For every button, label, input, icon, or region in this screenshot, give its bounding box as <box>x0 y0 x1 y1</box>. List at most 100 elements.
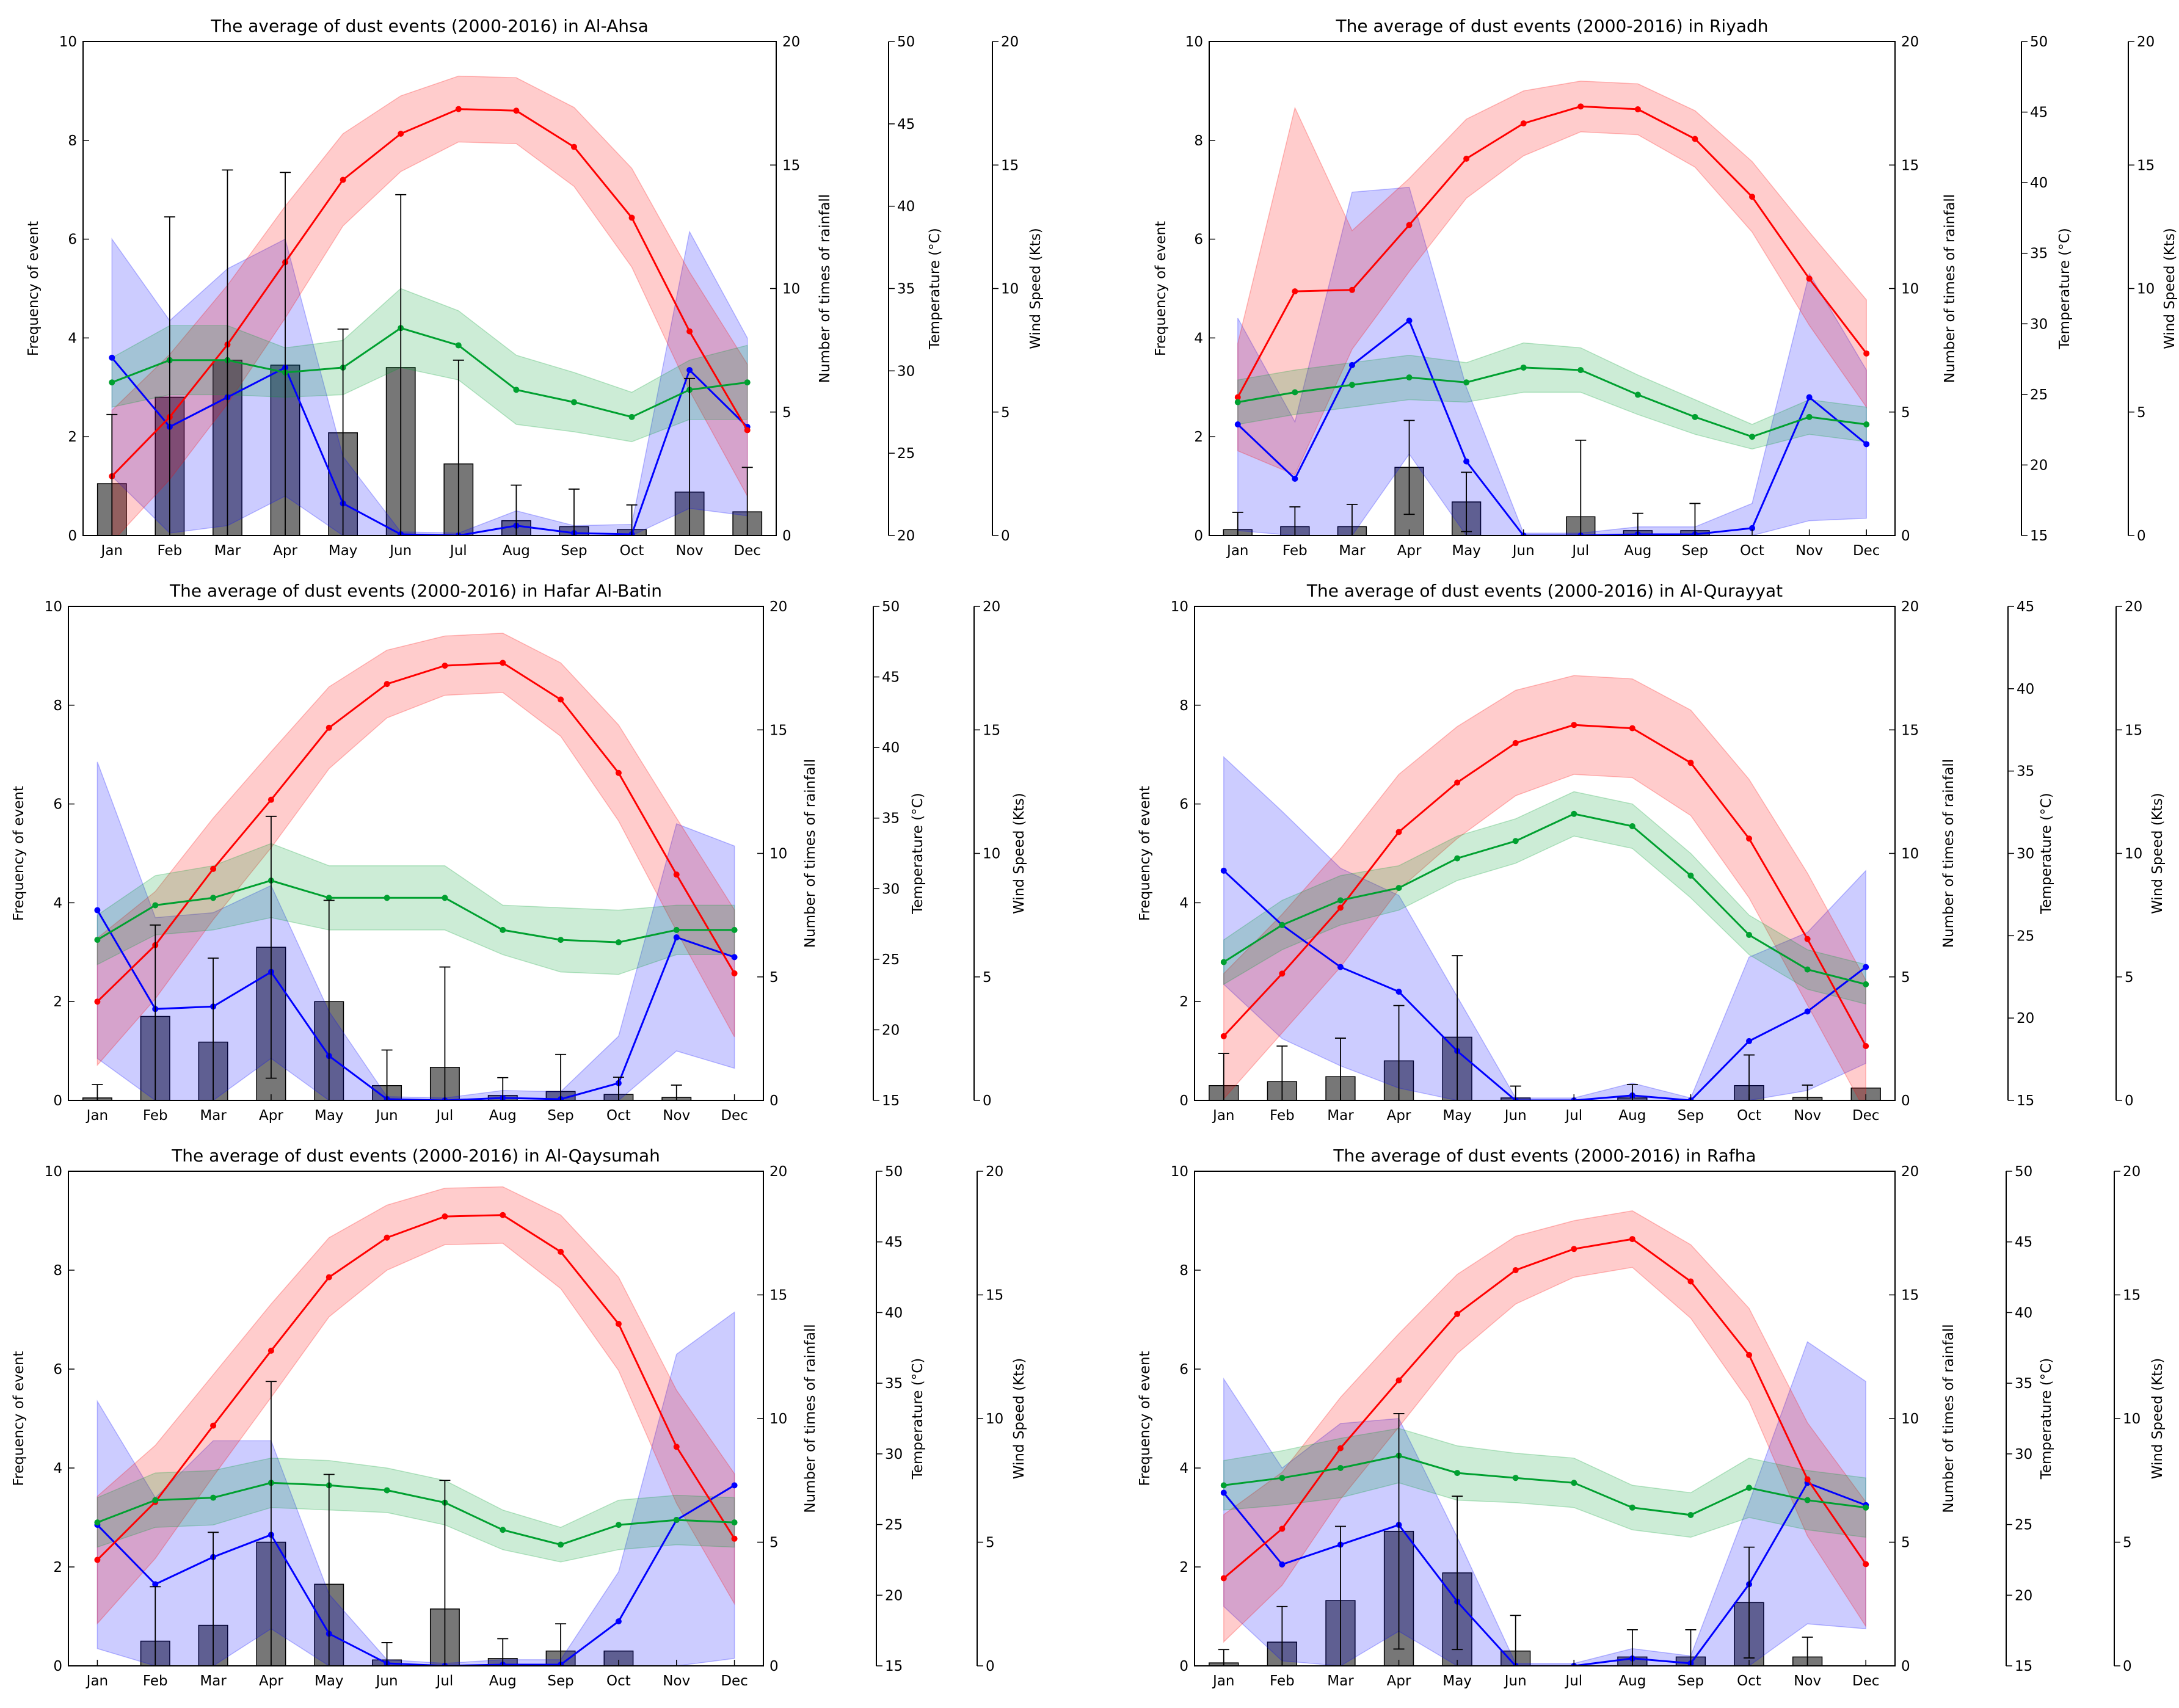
rainfall-point-oct <box>1749 525 1756 531</box>
temperature-point-jan <box>1220 1033 1227 1039</box>
wind-tick-label: 0 <box>1001 528 1010 544</box>
temperature-tick-label: 50 <box>885 1164 903 1180</box>
x-tick-label: Nov <box>663 1108 690 1124</box>
x-tick-label: Sep <box>561 543 587 559</box>
plot-area <box>1209 1210 1869 1666</box>
rainfall-point-feb <box>1292 475 1298 482</box>
wind-speed-point-sep <box>1687 1511 1694 1518</box>
temperature-point-may <box>326 724 332 731</box>
wind-speed-point-oct <box>615 1522 622 1528</box>
temperature-point-feb <box>1292 288 1298 295</box>
error-bar-jan <box>106 413 118 536</box>
rainfall-tick-label: 10 <box>782 282 800 297</box>
temperature-point-apr <box>1395 1377 1402 1384</box>
wind-speed-point-mar <box>1337 897 1344 904</box>
temperature-line <box>96 661 735 1003</box>
x-tick-label: Sep <box>547 1108 573 1124</box>
left-tick-label: 2 <box>53 994 62 1010</box>
temperature-point-aug <box>1634 106 1641 112</box>
wind-tick-label: 10 <box>2123 1411 2141 1427</box>
x-tick-label: Dec <box>721 1673 748 1689</box>
temperature-point-dec <box>744 427 751 434</box>
error-bar-mar <box>222 169 233 536</box>
rainfall-tick-label: 20 <box>1901 1164 1919 1180</box>
temperature-tick-label: 50 <box>2015 1164 2032 1180</box>
rainfall-tick-label: 15 <box>1901 158 1919 173</box>
temperature-point-apr <box>1406 222 1413 228</box>
temperature-line <box>96 1214 735 1561</box>
wind-speed-point-nov <box>1804 1497 1811 1503</box>
wind-speed-point-jan <box>1220 1482 1227 1489</box>
temperature-point-sep <box>1687 1278 1694 1285</box>
error-bar-may <box>337 328 349 536</box>
temperature-line <box>1223 1238 1867 1579</box>
x-tick-label: Dec <box>721 1108 748 1124</box>
temperature-tick-label: 20 <box>2015 1588 2032 1604</box>
temperature-point-mar <box>1348 286 1355 293</box>
wind-speed-point-jun <box>1512 1475 1519 1481</box>
temperature-point-aug <box>500 660 506 666</box>
temperature-tick-label: 25 <box>2017 928 2034 944</box>
rainfall-tick-label: 0 <box>769 1659 779 1674</box>
rainfall-tick-label: 10 <box>1901 846 1919 862</box>
temperature-point-jan <box>1234 394 1241 401</box>
temperature-tick-label: 45 <box>882 670 900 686</box>
temperature-point-jul <box>442 1213 448 1220</box>
wind-speed-line <box>1223 813 1866 986</box>
left-tick-label: 4 <box>53 895 62 911</box>
rainfall-axis-label: Number of times of rainfall <box>1941 759 1957 948</box>
x-tick-label: Oct <box>1737 1108 1761 1124</box>
temperature-point-jun <box>384 681 390 688</box>
wind-tick-label: 5 <box>2125 970 2134 986</box>
wind-speed-point-jan <box>94 1519 101 1526</box>
left-tick-label: 4 <box>68 330 77 346</box>
chart-title: The average of dust events (2000-2016) i… <box>210 16 648 36</box>
temperature-point-sep <box>1687 760 1694 766</box>
temperature-axis-label: Temperature (°C) <box>2039 1358 2054 1480</box>
rainfall-tick-label: 20 <box>769 1164 787 1180</box>
rainfall-tick-label: 10 <box>769 846 787 862</box>
temperature-axis-label: Temperature (°C) <box>2057 228 2073 350</box>
temperature-point-apr <box>1395 829 1402 835</box>
temperature-point-oct <box>615 769 622 776</box>
x-tick-label: Mar <box>214 543 241 559</box>
temperature-point-feb <box>1279 1525 1286 1532</box>
temperature-tick-label: 50 <box>2030 34 2048 50</box>
wind-speed-point-may <box>1463 379 1470 386</box>
x-tick-label: Apr <box>1397 543 1422 559</box>
temperature-point-jun <box>1512 740 1519 746</box>
temperature-point-sep <box>1692 136 1698 142</box>
x-tick-label: Jun <box>1511 543 1535 559</box>
wind-speed-point-may <box>1454 1470 1461 1477</box>
x-tick-label: Feb <box>1282 543 1308 559</box>
wind-tick-label: 0 <box>983 1093 992 1109</box>
x-tick-label: May <box>315 1673 344 1689</box>
temperature-point-aug <box>1629 725 1635 732</box>
wind-speed-point-aug <box>500 1527 506 1533</box>
wind-speed-point-mar <box>1348 382 1355 388</box>
rainfall-point-jan <box>1220 867 1227 874</box>
wind-speed-point-jun <box>1512 838 1519 845</box>
x-tick-label: Aug <box>1618 1673 1646 1689</box>
temperature-point-may <box>1463 155 1470 162</box>
left-tick-label: 0 <box>1179 1659 1188 1674</box>
temperature-point-sep <box>558 1248 564 1255</box>
wind-speed-point-nov <box>673 926 680 933</box>
error-bar-apr <box>280 172 291 536</box>
left-tick-label: 4 <box>1179 895 1188 911</box>
wind-tick-label: 10 <box>983 846 1000 862</box>
x-tick-label: Aug <box>489 1673 517 1689</box>
temperature-tick-label: 40 <box>897 199 915 215</box>
temperature-point-jun <box>1512 1267 1519 1273</box>
wind-speed-point-dec <box>1863 1504 1869 1511</box>
temperature-point-may <box>1454 779 1461 786</box>
rainfall-tick-label: 20 <box>1901 599 1919 615</box>
rainfall-point-jan <box>94 907 101 914</box>
x-tick-label: Jul <box>1564 1108 1582 1124</box>
wind-speed-point-jun <box>384 895 390 901</box>
rainfall-tick-label: 10 <box>769 1411 787 1427</box>
x-tick-label: Sep <box>1682 543 1708 559</box>
x-tick-label: Dec <box>1852 1673 1880 1689</box>
x-tick-label: Oct <box>1740 543 1764 559</box>
temperature-tick-label: 30 <box>2017 846 2034 862</box>
